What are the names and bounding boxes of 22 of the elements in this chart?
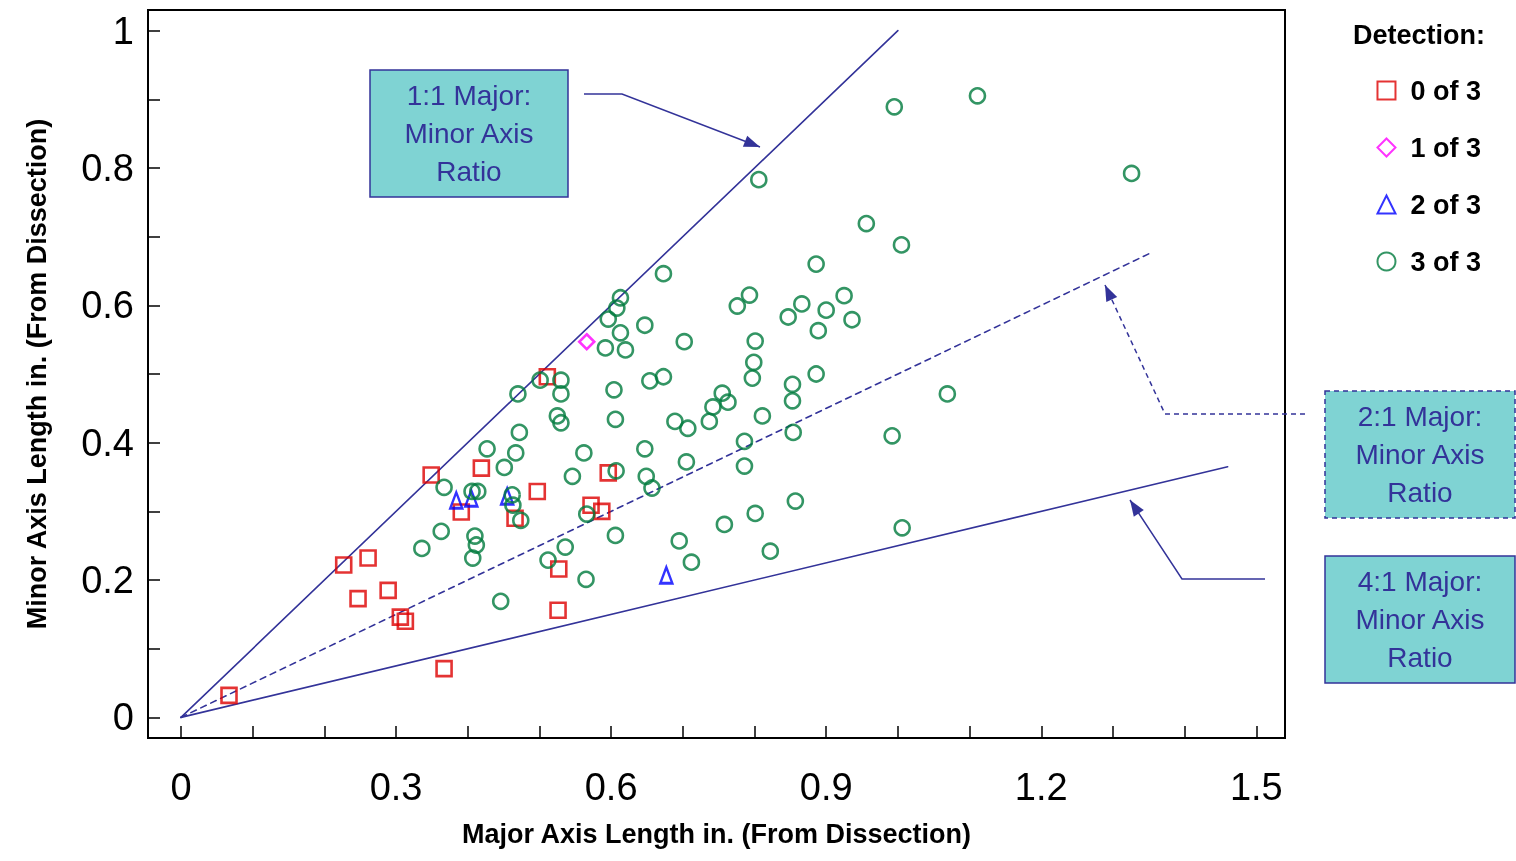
y-tick-label: 0.2 — [81, 559, 134, 602]
x-tick-label: 0.3 — [369, 766, 423, 808]
y-tick-label: 1 — [112, 9, 134, 52]
annotation: 1:1 Major: Minor Axis Ratio — [404, 80, 534, 187]
y-tick-label: 0.8 — [81, 146, 134, 189]
legend-label: 1 of 3 — [1410, 132, 1482, 163]
y-tick-label: 0.4 — [81, 421, 134, 464]
legend-label: 2 of 3 — [1410, 189, 1482, 220]
legend-title: Detection: — [1352, 19, 1486, 50]
x-tick-label: 0.9 — [799, 766, 853, 808]
x-tick-label: 1.2 — [1014, 766, 1068, 808]
y-axis-title: Minor Axis Length in. (From Dissection) — [21, 118, 52, 630]
x-tick-label: 1.5 — [1229, 766, 1283, 808]
y-tick-label: 0 — [112, 696, 134, 739]
text: 2:1 Major: Minor Axis Ratio — [1355, 401, 1485, 508]
legend-label: 3 of 3 — [1410, 246, 1482, 277]
y-tick-label: 0.6 — [81, 284, 134, 327]
x-tick-label: 0 — [170, 766, 192, 808]
legend-label: 0 of 3 — [1410, 75, 1482, 106]
x-tick-label: 0.6 — [584, 766, 638, 808]
x-axis-title: Major Axis Length in. (From Dissection) — [461, 818, 972, 849]
text: 4:1 Major: Minor Axis Ratio — [1355, 566, 1485, 673]
